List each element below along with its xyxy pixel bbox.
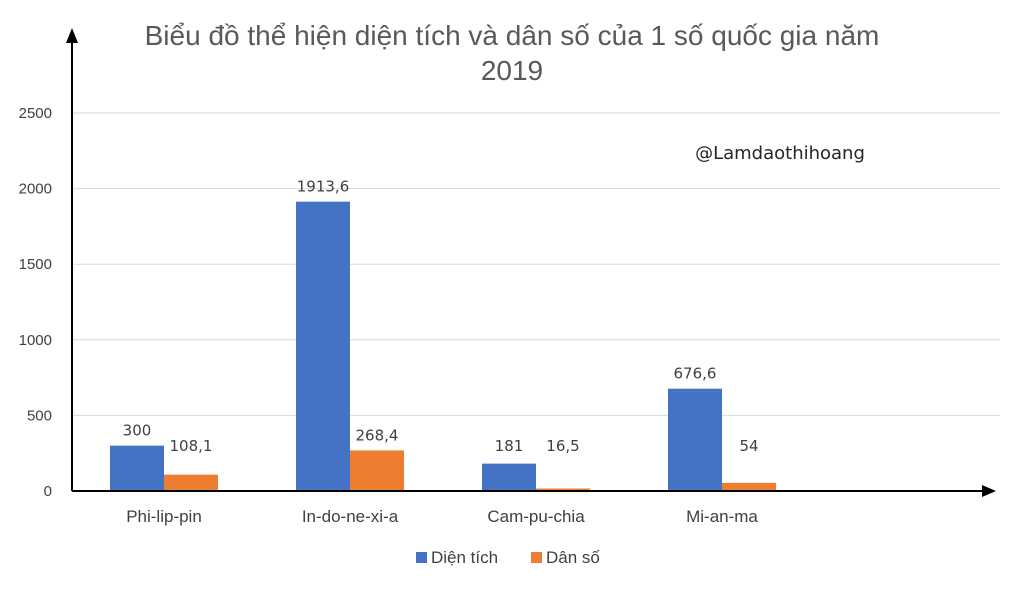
chart-title-line-1: Biểu đồ thể hiện diện tích và dân số của… xyxy=(145,20,880,51)
x-axis-category-labels: Phi-lip-pin In-do-ne-xi-a Cam-pu-chia Mi-an… xyxy=(126,507,758,526)
bars xyxy=(110,201,776,491)
data-label: 181 xyxy=(495,437,524,455)
data-label: 1913,6 xyxy=(297,178,350,196)
data-label: 300 xyxy=(123,422,152,440)
y-tick-label: 2500 xyxy=(19,105,52,122)
legend: Diện tích Dân số xyxy=(416,548,600,567)
y-tick-label: 2000 xyxy=(19,181,52,198)
data-label: 676,6 xyxy=(674,365,717,383)
data-label: 54 xyxy=(739,437,758,455)
x-category-label: Cam-pu-chia xyxy=(487,507,585,526)
bar-dan-so xyxy=(536,488,590,491)
x-category-label: Phi-lip-pin xyxy=(126,507,202,526)
legend-label: Dân số xyxy=(546,548,600,567)
legend-label: Diện tích xyxy=(431,548,498,567)
bar-dien-tich xyxy=(110,445,164,491)
bar-dan-so xyxy=(722,482,776,491)
data-labels: 300 108,1 1913,6 268,4 181 16,5 676,6 54 xyxy=(123,178,759,455)
bar-dien-tich xyxy=(296,201,350,491)
data-label: 108,1 xyxy=(170,437,213,455)
y-tick-label: 1500 xyxy=(19,256,52,273)
data-label: 268,4 xyxy=(356,426,399,444)
x-category-label: Mi-an-ma xyxy=(686,507,758,526)
chart-title-line-2: 2019 xyxy=(481,55,543,86)
gridlines xyxy=(72,112,1000,416)
y-tick-label: 0 xyxy=(44,483,52,500)
x-category-label: In-do-ne-xi-a xyxy=(302,507,399,526)
watermark-text: @Lamdaothihoang xyxy=(695,143,865,164)
legend-swatch xyxy=(416,552,427,563)
data-label: 16,5 xyxy=(546,437,579,455)
legend-swatch xyxy=(531,552,542,563)
bar-dien-tich xyxy=(482,463,536,491)
axes xyxy=(66,28,996,497)
bar-dan-so xyxy=(350,450,404,491)
bar-dan-so xyxy=(164,474,218,491)
bar-dien-tich xyxy=(668,388,722,491)
y-axis-arrowhead xyxy=(66,28,78,43)
y-tick-label: 500 xyxy=(27,407,52,424)
y-axis-tick-labels: 0 500 1000 1500 2000 2500 xyxy=(19,105,52,500)
x-axis-arrowhead xyxy=(982,485,996,497)
y-tick-label: 1000 xyxy=(19,332,52,349)
